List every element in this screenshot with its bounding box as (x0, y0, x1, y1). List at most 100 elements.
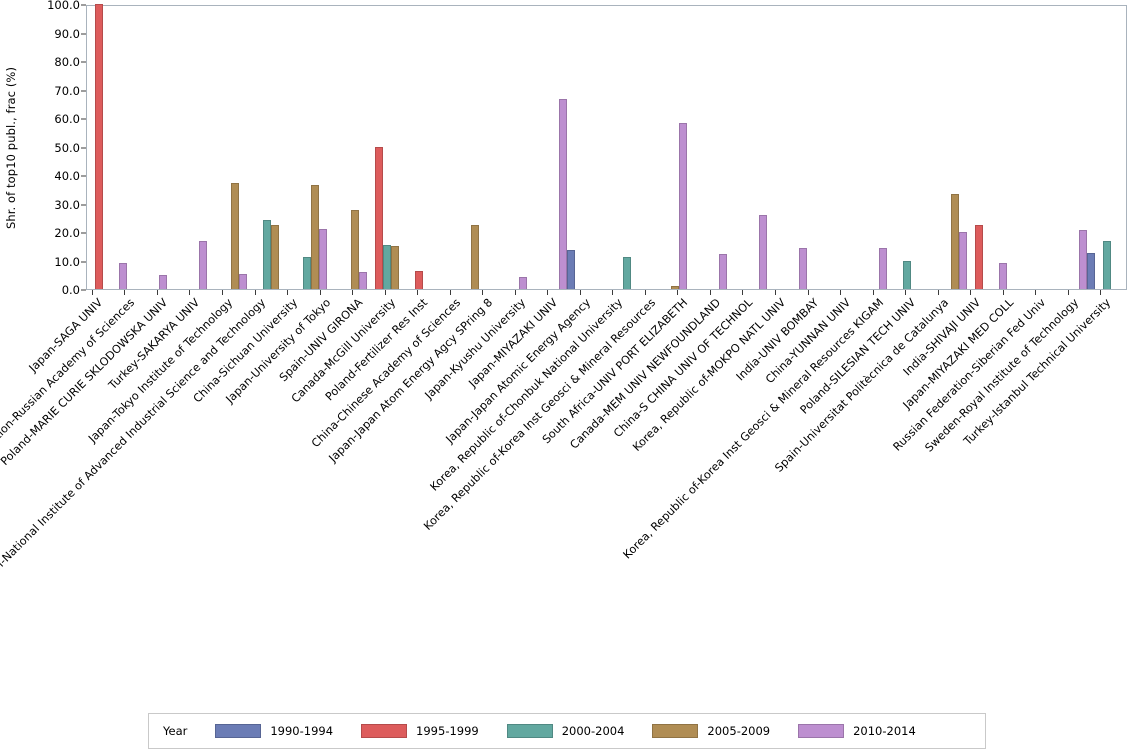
bar[interactable] (671, 286, 679, 289)
bar[interactable] (903, 260, 911, 289)
y-axis-tick-label: 30.0 (54, 197, 80, 212)
legend-title: Year (163, 724, 188, 738)
bar[interactable] (359, 272, 367, 289)
bar[interactable] (1103, 241, 1111, 289)
bar[interactable] (759, 214, 767, 289)
bar-group[interactable] (247, 6, 287, 289)
bar-group[interactable] (847, 6, 887, 289)
bar[interactable] (231, 182, 239, 289)
bar-group[interactable] (407, 6, 447, 289)
bar-group[interactable] (887, 6, 927, 289)
bar[interactable] (879, 248, 887, 289)
y-axis-tick-label: 40.0 (54, 169, 80, 183)
legend: Year 1990-1994 1995-1999 2000-2004 2005-200… (148, 713, 986, 749)
bar[interactable] (559, 98, 567, 289)
legend-label: 1990-1994 (270, 724, 334, 738)
x-axis-tick-mark (352, 290, 354, 295)
bar-group[interactable] (167, 6, 207, 289)
bar[interactable] (951, 193, 959, 289)
legend-swatch (798, 724, 845, 738)
bar-group[interactable] (647, 6, 687, 289)
bar-group[interactable] (807, 6, 847, 289)
bar[interactable] (159, 274, 167, 289)
bar[interactable] (311, 185, 319, 289)
bar[interactable] (1079, 229, 1087, 289)
bar-group[interactable] (367, 6, 407, 289)
y-axis-tick-mark (81, 204, 86, 205)
bar-group[interactable] (1127, 6, 1134, 289)
bar-group[interactable] (687, 6, 727, 289)
legend-label: 2000-2004 (561, 724, 625, 738)
x-axis-tick-mark (1067, 290, 1069, 295)
bar[interactable] (391, 246, 399, 289)
bar-group[interactable] (567, 6, 607, 289)
bar[interactable] (471, 224, 479, 289)
y-axis-tick-mark (81, 118, 86, 120)
bar[interactable] (263, 220, 271, 289)
x-axis-tick-mark (156, 290, 158, 295)
bar-group[interactable] (1087, 6, 1127, 289)
x-axis-tick-mark (221, 290, 223, 295)
bar-group[interactable] (1047, 6, 1087, 289)
legend-label: 1995-1999 (416, 724, 479, 738)
bar[interactable] (303, 256, 311, 289)
y-axis-tick-label: 20.0 (54, 226, 80, 240)
bar[interactable] (975, 224, 983, 289)
bar-group[interactable] (87, 4, 127, 289)
bar[interactable] (271, 224, 279, 289)
bar-group[interactable] (127, 6, 167, 289)
bar[interactable] (799, 248, 807, 289)
bar[interactable] (959, 232, 967, 289)
bar[interactable] (415, 271, 423, 289)
bar-group[interactable] (967, 6, 1007, 289)
y-axis-tick-label: 100.0 (47, 0, 80, 12)
x-axis-tick-mark (417, 290, 419, 295)
x-axis-tick-mark (579, 290, 581, 295)
bar[interactable] (623, 256, 631, 289)
y-axis-tick-label: 10.0 (54, 254, 80, 269)
legend-item[interactable]: 1990-1994 (215, 724, 333, 738)
bar[interactable] (999, 262, 1007, 289)
bar[interactable] (383, 245, 391, 289)
legend-item[interactable]: 1995-1999 (361, 724, 479, 738)
y-axis-title: Shr. of top10 publ., frac (%) (0, 0, 22, 295)
y-axis-tick-mark (81, 33, 86, 34)
x-axis-tick-mark (937, 290, 939, 295)
bar[interactable] (567, 250, 575, 289)
legend-item[interactable]: 2010-2014 (798, 724, 916, 738)
legend-swatch (215, 724, 262, 738)
bar[interactable] (1087, 253, 1095, 289)
bar[interactable] (199, 241, 207, 289)
legend-label: 2010-2014 (853, 724, 916, 738)
y-axis-tick-mark (81, 147, 86, 148)
bar-group[interactable] (207, 6, 247, 289)
x-axis-tick-mark (514, 290, 516, 295)
bar[interactable] (119, 262, 127, 289)
bar[interactable] (319, 228, 327, 289)
bar[interactable] (351, 209, 359, 289)
bar[interactable] (519, 276, 527, 289)
bar[interactable] (719, 254, 727, 289)
bar[interactable] (375, 146, 383, 289)
bar-group[interactable] (447, 6, 487, 289)
x-axis-tick-label: Sweden-Royal Institute of Technology (922, 296, 1081, 455)
legend-item[interactable]: 2000-2004 (506, 724, 625, 738)
bar[interactable] (95, 4, 103, 289)
bar-group[interactable] (927, 6, 967, 289)
y-axis-tick-label: 0.0 (61, 283, 80, 297)
x-axis-tick-mark (970, 290, 972, 295)
bar[interactable] (239, 273, 247, 289)
bar-group[interactable] (727, 6, 767, 289)
legend-label: 2005-2009 (707, 724, 771, 738)
bar-group[interactable] (607, 6, 647, 289)
bar-group[interactable] (527, 6, 567, 289)
y-axis-tick-mark (81, 289, 86, 291)
bar[interactable] (679, 122, 687, 289)
bar-group[interactable] (767, 6, 807, 289)
legend-item[interactable]: 2005-2009 (652, 724, 770, 738)
x-axis-tick-mark (254, 290, 256, 295)
bar-group[interactable] (1007, 6, 1047, 289)
bar-group[interactable] (327, 6, 367, 289)
bar-group[interactable] (487, 6, 527, 289)
bar-group[interactable] (287, 6, 327, 289)
